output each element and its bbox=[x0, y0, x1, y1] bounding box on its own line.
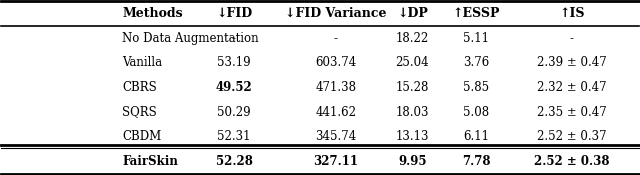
Text: 50.29: 50.29 bbox=[217, 106, 251, 119]
Text: 13.13: 13.13 bbox=[396, 130, 429, 143]
Text: 52.31: 52.31 bbox=[217, 130, 251, 143]
Text: 5.85: 5.85 bbox=[463, 81, 489, 94]
Text: ↓FID Variance: ↓FID Variance bbox=[285, 7, 387, 20]
Text: 345.74: 345.74 bbox=[316, 130, 356, 143]
Text: 25.04: 25.04 bbox=[396, 56, 429, 69]
Text: -: - bbox=[232, 32, 236, 45]
Text: 52.28: 52.28 bbox=[216, 155, 252, 168]
Text: 15.28: 15.28 bbox=[396, 81, 429, 94]
Text: 7.78: 7.78 bbox=[462, 155, 490, 168]
Text: 471.38: 471.38 bbox=[316, 81, 356, 94]
Text: 2.35 ± 0.47: 2.35 ± 0.47 bbox=[537, 106, 607, 119]
Text: 49.52: 49.52 bbox=[216, 81, 252, 94]
Text: Methods: Methods bbox=[122, 7, 183, 20]
Text: No Data Augmentation: No Data Augmentation bbox=[122, 32, 259, 45]
Text: 603.74: 603.74 bbox=[316, 56, 356, 69]
Text: 327.11: 327.11 bbox=[314, 155, 358, 168]
Text: ↓FID: ↓FID bbox=[216, 7, 252, 20]
Text: 2.32 ± 0.47: 2.32 ± 0.47 bbox=[537, 81, 607, 94]
Text: ↓DP: ↓DP bbox=[397, 7, 428, 20]
Text: ↑ESSP: ↑ESSP bbox=[452, 7, 500, 20]
Text: 18.03: 18.03 bbox=[396, 106, 429, 119]
Text: 2.39 ± 0.47: 2.39 ± 0.47 bbox=[537, 56, 607, 69]
Text: ↑IS: ↑IS bbox=[559, 7, 584, 20]
Text: 3.76: 3.76 bbox=[463, 56, 489, 69]
Text: SQRS: SQRS bbox=[122, 106, 157, 119]
Text: -: - bbox=[570, 32, 573, 45]
Text: Vanilla: Vanilla bbox=[122, 56, 163, 69]
Text: 5.08: 5.08 bbox=[463, 106, 489, 119]
Text: 53.19: 53.19 bbox=[217, 56, 251, 69]
Text: 18.22: 18.22 bbox=[396, 32, 429, 45]
Text: 2.52 ± 0.38: 2.52 ± 0.38 bbox=[534, 155, 609, 168]
Text: 5.11: 5.11 bbox=[463, 32, 489, 45]
Text: 6.11: 6.11 bbox=[463, 130, 489, 143]
Text: 2.52 ± 0.37: 2.52 ± 0.37 bbox=[537, 130, 607, 143]
Text: 441.62: 441.62 bbox=[316, 106, 356, 119]
Text: FairSkin: FairSkin bbox=[122, 155, 179, 168]
Text: -: - bbox=[334, 32, 338, 45]
Text: CBDM: CBDM bbox=[122, 130, 162, 143]
Text: 9.95: 9.95 bbox=[398, 155, 427, 168]
Text: CBRS: CBRS bbox=[122, 81, 157, 94]
